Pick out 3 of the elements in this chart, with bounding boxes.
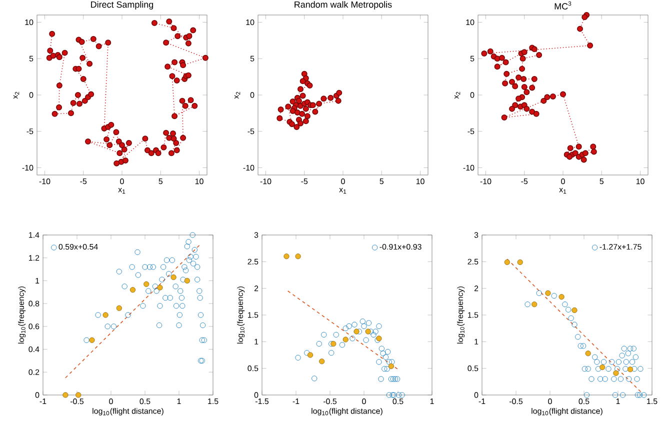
chart-title: MC$^{3}$ (554, 1, 572, 10)
chart-title: Direct Sampling (91, 1, 154, 10)
chart-title: Random walk Metropolis (294, 1, 392, 10)
